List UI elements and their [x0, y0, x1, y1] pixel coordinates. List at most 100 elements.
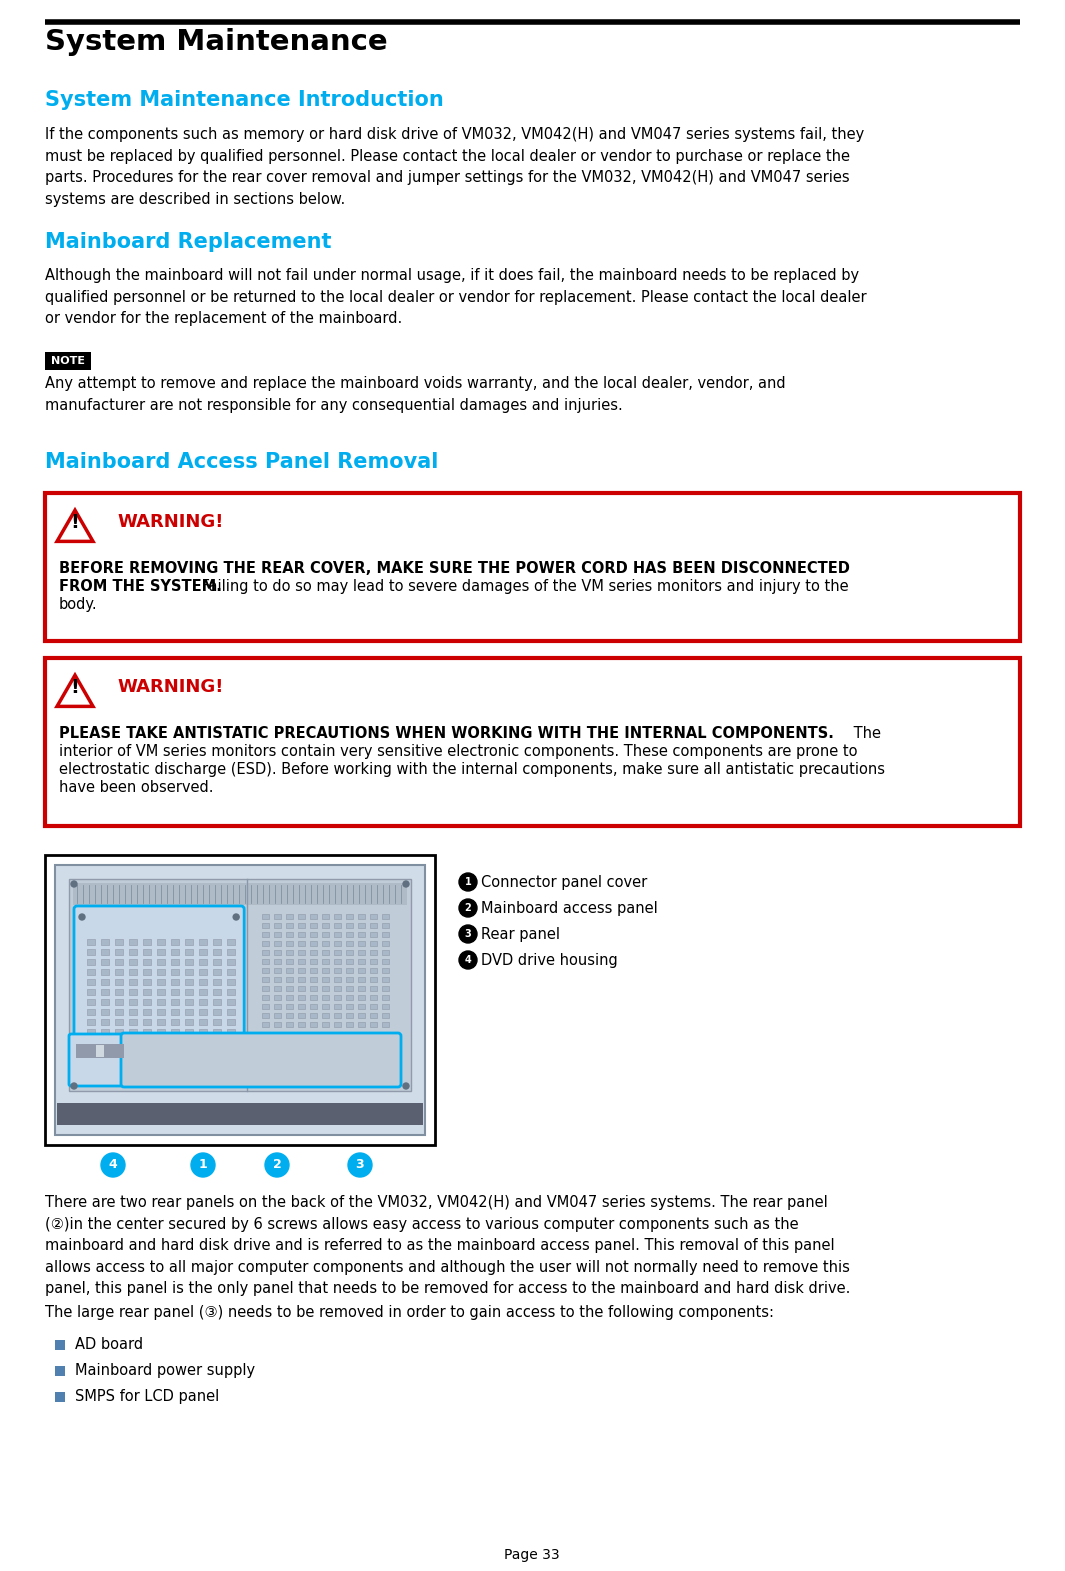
Text: WARNING!: WARNING!: [117, 514, 224, 531]
Circle shape: [265, 1153, 289, 1177]
Bar: [58, 1103, 423, 1125]
Bar: [298, 932, 305, 936]
Bar: [199, 1049, 207, 1056]
Text: NOTE: NOTE: [51, 357, 85, 366]
Bar: [334, 968, 341, 972]
Bar: [101, 1009, 109, 1015]
Bar: [199, 999, 207, 1005]
Bar: [370, 977, 377, 982]
Bar: [129, 1009, 137, 1015]
Bar: [101, 1049, 109, 1056]
Bar: [143, 979, 151, 985]
Bar: [286, 1013, 293, 1018]
Bar: [310, 1013, 317, 1018]
Bar: [382, 994, 389, 1001]
Bar: [286, 932, 293, 936]
Bar: [358, 1023, 365, 1027]
Bar: [115, 999, 122, 1005]
Bar: [185, 949, 193, 955]
Bar: [274, 941, 281, 946]
Bar: [286, 977, 293, 982]
Text: The large rear panel (③) needs to be removed in order to gain access to the foll: The large rear panel (③) needs to be rem…: [45, 1306, 774, 1320]
Bar: [157, 1009, 165, 1015]
Bar: [310, 1004, 317, 1009]
Bar: [227, 969, 235, 976]
Bar: [55, 1340, 65, 1349]
Text: Mainboard access panel: Mainboard access panel: [481, 902, 658, 916]
Bar: [382, 950, 389, 955]
Bar: [382, 1004, 389, 1009]
Bar: [213, 1029, 222, 1035]
Bar: [115, 1029, 122, 1035]
Bar: [87, 999, 95, 1005]
Bar: [346, 1004, 353, 1009]
Bar: [227, 979, 235, 985]
Bar: [358, 914, 365, 919]
Text: AD board: AD board: [75, 1337, 143, 1353]
Bar: [370, 958, 377, 965]
Circle shape: [79, 914, 85, 921]
Bar: [185, 1009, 193, 1015]
Bar: [262, 1004, 269, 1009]
Bar: [101, 969, 109, 976]
Bar: [199, 1009, 207, 1015]
Bar: [115, 1038, 122, 1045]
Bar: [322, 924, 329, 928]
Text: The: The: [849, 726, 881, 742]
Bar: [286, 924, 293, 928]
Bar: [310, 932, 317, 936]
Bar: [286, 958, 293, 965]
Bar: [334, 941, 341, 946]
Bar: [143, 999, 151, 1005]
Bar: [322, 987, 329, 991]
Bar: [185, 1029, 193, 1035]
Text: There are two rear panels on the back of the VM032, VM042(H) and VM047 series sy: There are two rear panels on the back of…: [45, 1196, 850, 1296]
Bar: [171, 969, 179, 976]
Bar: [370, 914, 377, 919]
Bar: [286, 1004, 293, 1009]
Bar: [358, 950, 365, 955]
Bar: [157, 1049, 165, 1056]
Bar: [382, 932, 389, 936]
Bar: [45, 352, 91, 371]
Bar: [322, 950, 329, 955]
Bar: [382, 1013, 389, 1018]
Bar: [262, 932, 269, 936]
Bar: [129, 1049, 137, 1056]
FancyBboxPatch shape: [121, 1034, 402, 1087]
Bar: [370, 941, 377, 946]
Bar: [358, 924, 365, 928]
Bar: [115, 979, 122, 985]
Text: Mainboard Access Panel Removal: Mainboard Access Panel Removal: [45, 452, 439, 471]
Bar: [274, 1013, 281, 1018]
Bar: [101, 949, 109, 955]
Text: 2: 2: [273, 1158, 281, 1172]
Bar: [262, 950, 269, 955]
Bar: [157, 1029, 165, 1035]
Bar: [298, 1013, 305, 1018]
Bar: [213, 939, 222, 946]
Text: SMPS for LCD panel: SMPS for LCD panel: [75, 1389, 219, 1404]
Text: 4: 4: [109, 1158, 117, 1172]
Bar: [322, 968, 329, 972]
Bar: [171, 979, 179, 985]
Bar: [334, 958, 341, 965]
Bar: [382, 914, 389, 919]
Bar: [143, 1049, 151, 1056]
Bar: [143, 1038, 151, 1045]
Bar: [286, 987, 293, 991]
Bar: [334, 1004, 341, 1009]
Bar: [157, 1038, 165, 1045]
Bar: [274, 924, 281, 928]
Bar: [370, 950, 377, 955]
Bar: [87, 949, 95, 955]
Bar: [227, 1020, 235, 1024]
Bar: [346, 1023, 353, 1027]
Bar: [157, 939, 165, 946]
Bar: [358, 932, 365, 936]
Bar: [274, 950, 281, 955]
Bar: [274, 914, 281, 919]
Bar: [286, 941, 293, 946]
Bar: [185, 1038, 193, 1045]
Bar: [199, 958, 207, 965]
